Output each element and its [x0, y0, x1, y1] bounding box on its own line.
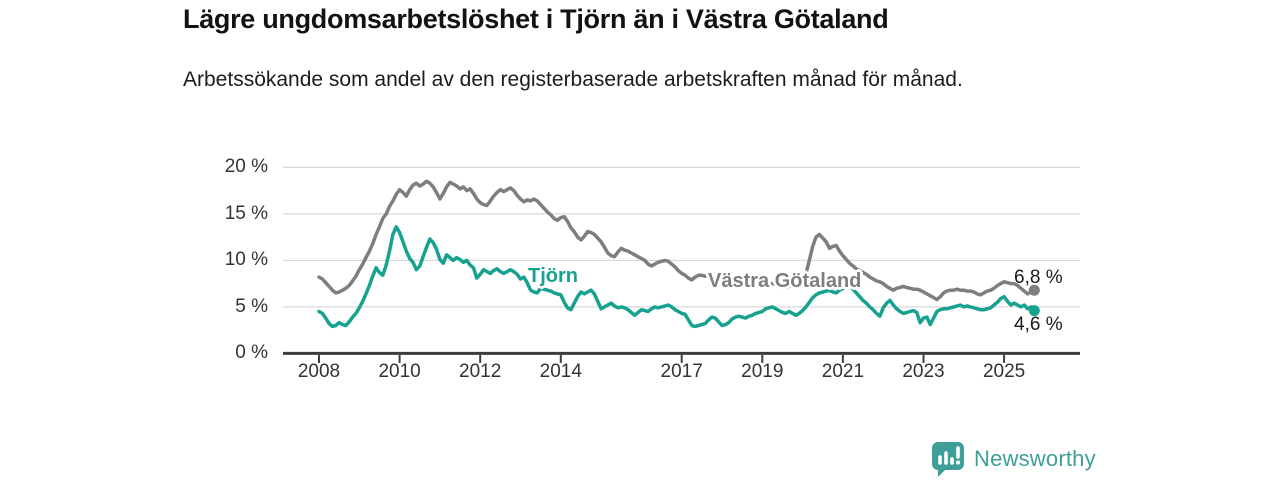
x-tick-label: 2014: [539, 361, 582, 382]
x-tick-label: 2008: [297, 361, 341, 382]
y-tick-label: 0 %: [235, 342, 268, 364]
y-tick-label: 20 %: [224, 156, 268, 178]
series-end-dot-tjorn: [1028, 305, 1040, 317]
x-tick-label: 2017: [660, 361, 703, 382]
series-end-dot-vastra-gotaland: [1028, 284, 1040, 296]
end-value-label-tjorn: 4,6 %: [1014, 314, 1063, 335]
x-tick-label: 2023: [902, 361, 945, 382]
chart-subtitle: Arbetssökande som andel av den registerb…: [183, 68, 963, 91]
end-value-label-vastra-gotaland: 6,8 %: [1014, 267, 1063, 288]
logo-exclamation-dot: [955, 460, 961, 465]
x-tick-label: 2012: [459, 361, 502, 382]
newsworthy-brand: Newsworthy: [931, 441, 1096, 477]
x-tick-label: 2025: [982, 361, 1026, 382]
y-tick-label: 10 %: [224, 249, 268, 271]
chart-title: Lägre ungdomsarbetslöshet i Tjörn än i V…: [183, 4, 889, 34]
series-label-tjorn: Tjörn: [528, 265, 578, 287]
series-label-vastra-gotaland: Västra Götaland: [708, 270, 862, 292]
y-tick-label: 5 %: [235, 295, 268, 317]
y-tick-label: 15 %: [224, 202, 268, 224]
newsworthy-brand-name: Newsworthy: [974, 446, 1096, 471]
x-tick-label: 2021: [821, 361, 865, 382]
x-tick-label: 2019: [741, 361, 784, 382]
x-tick-label: 2010: [378, 361, 421, 382]
newsworthy-logo-icon: [932, 442, 964, 477]
series-line-tjorn: [317, 225, 1037, 329]
series-line-vastra-gotaland: [317, 179, 1037, 302]
